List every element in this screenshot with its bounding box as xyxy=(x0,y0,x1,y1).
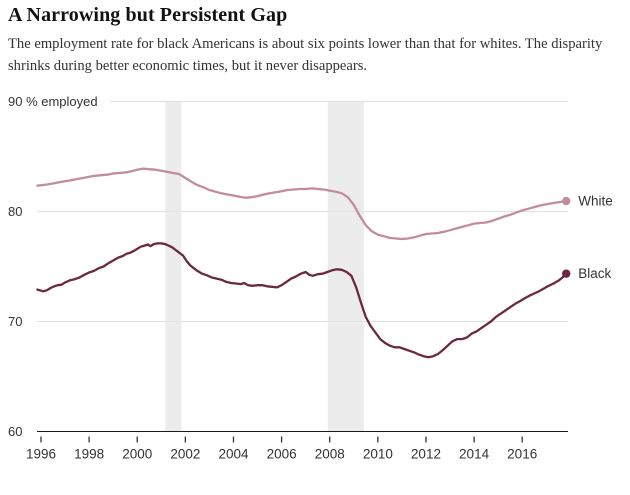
series-line-black xyxy=(36,242,568,359)
x-axis-tick-label: 2000 xyxy=(122,447,152,462)
x-axis-tick-label: 2008 xyxy=(315,447,345,462)
recession-band xyxy=(165,101,182,432)
series-end-dot-black xyxy=(562,269,571,278)
x-axis-tick-label: 2006 xyxy=(267,447,297,462)
y-axis-tick-label: 80 xyxy=(8,204,22,219)
x-axis-tick-label: 2002 xyxy=(170,447,200,462)
series-label-white: White xyxy=(578,194,613,209)
x-axis-tick-label: 2010 xyxy=(363,447,393,462)
series-label-black: Black xyxy=(578,266,611,281)
chart-header: A Narrowing but Persistent Gap The emplo… xyxy=(8,4,622,78)
x-axis-tick-label: 2014 xyxy=(459,447,490,462)
y-axis-tick-label: 70 xyxy=(8,314,22,329)
x-axis-tick-label: 2016 xyxy=(507,447,537,462)
recession-band xyxy=(327,101,364,432)
page-subtitle: The employment rate for black Americans … xyxy=(8,36,603,74)
x-axis-tick-label: 2004 xyxy=(218,447,249,462)
x-axis-tick-label: 1996 xyxy=(26,447,56,462)
y-axis-tick-label: 90 % employed xyxy=(8,94,98,109)
page-title: A Narrowing but Persistent Gap xyxy=(8,4,288,26)
series-line-white xyxy=(36,167,568,241)
series-end-dot-white xyxy=(562,196,571,206)
y-axis-tick-label: 60 xyxy=(8,424,22,439)
x-axis-tick-label: 2012 xyxy=(411,447,441,462)
x-axis-tick-label: 1998 xyxy=(74,447,104,462)
